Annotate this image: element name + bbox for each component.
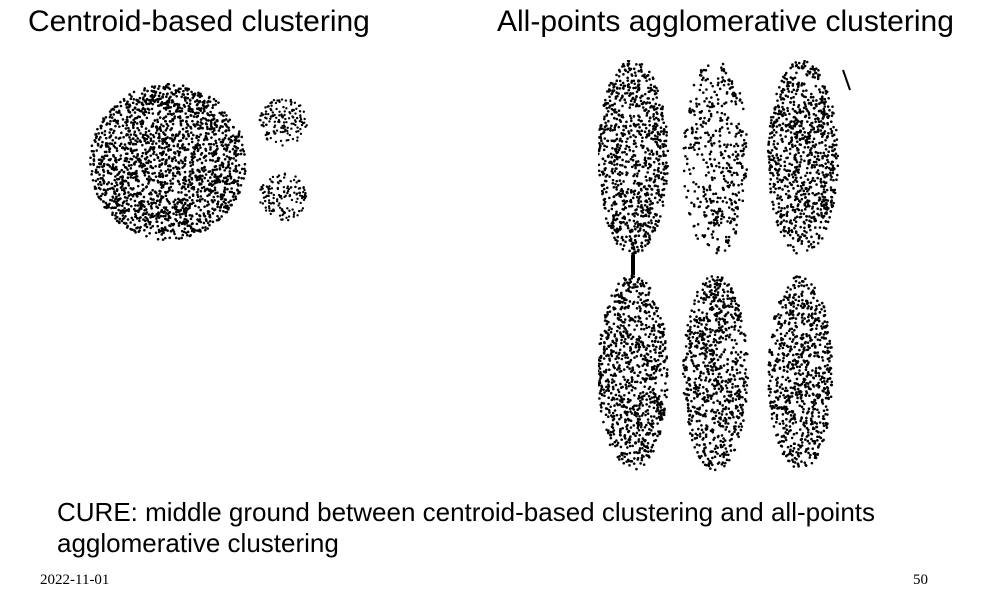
heading-centroid: Centroid-based clustering	[28, 5, 370, 39]
heading-agglomerative: All-points agglomerative clustering	[497, 5, 954, 39]
ovals-grid	[598, 60, 858, 480]
right-diagram	[598, 60, 858, 480]
small-cluster-top	[258, 97, 308, 147]
slide: Centroid-based clustering All-points agg…	[0, 0, 987, 597]
footer-summary: CURE: middle ground between centroid-bas…	[57, 497, 957, 559]
big-cluster-circle	[88, 82, 248, 242]
small-cluster-bottom	[258, 172, 308, 222]
slide-page-number: 50	[913, 572, 928, 589]
left-diagram	[88, 82, 338, 277]
slide-date: 2022-11-01	[40, 572, 109, 589]
